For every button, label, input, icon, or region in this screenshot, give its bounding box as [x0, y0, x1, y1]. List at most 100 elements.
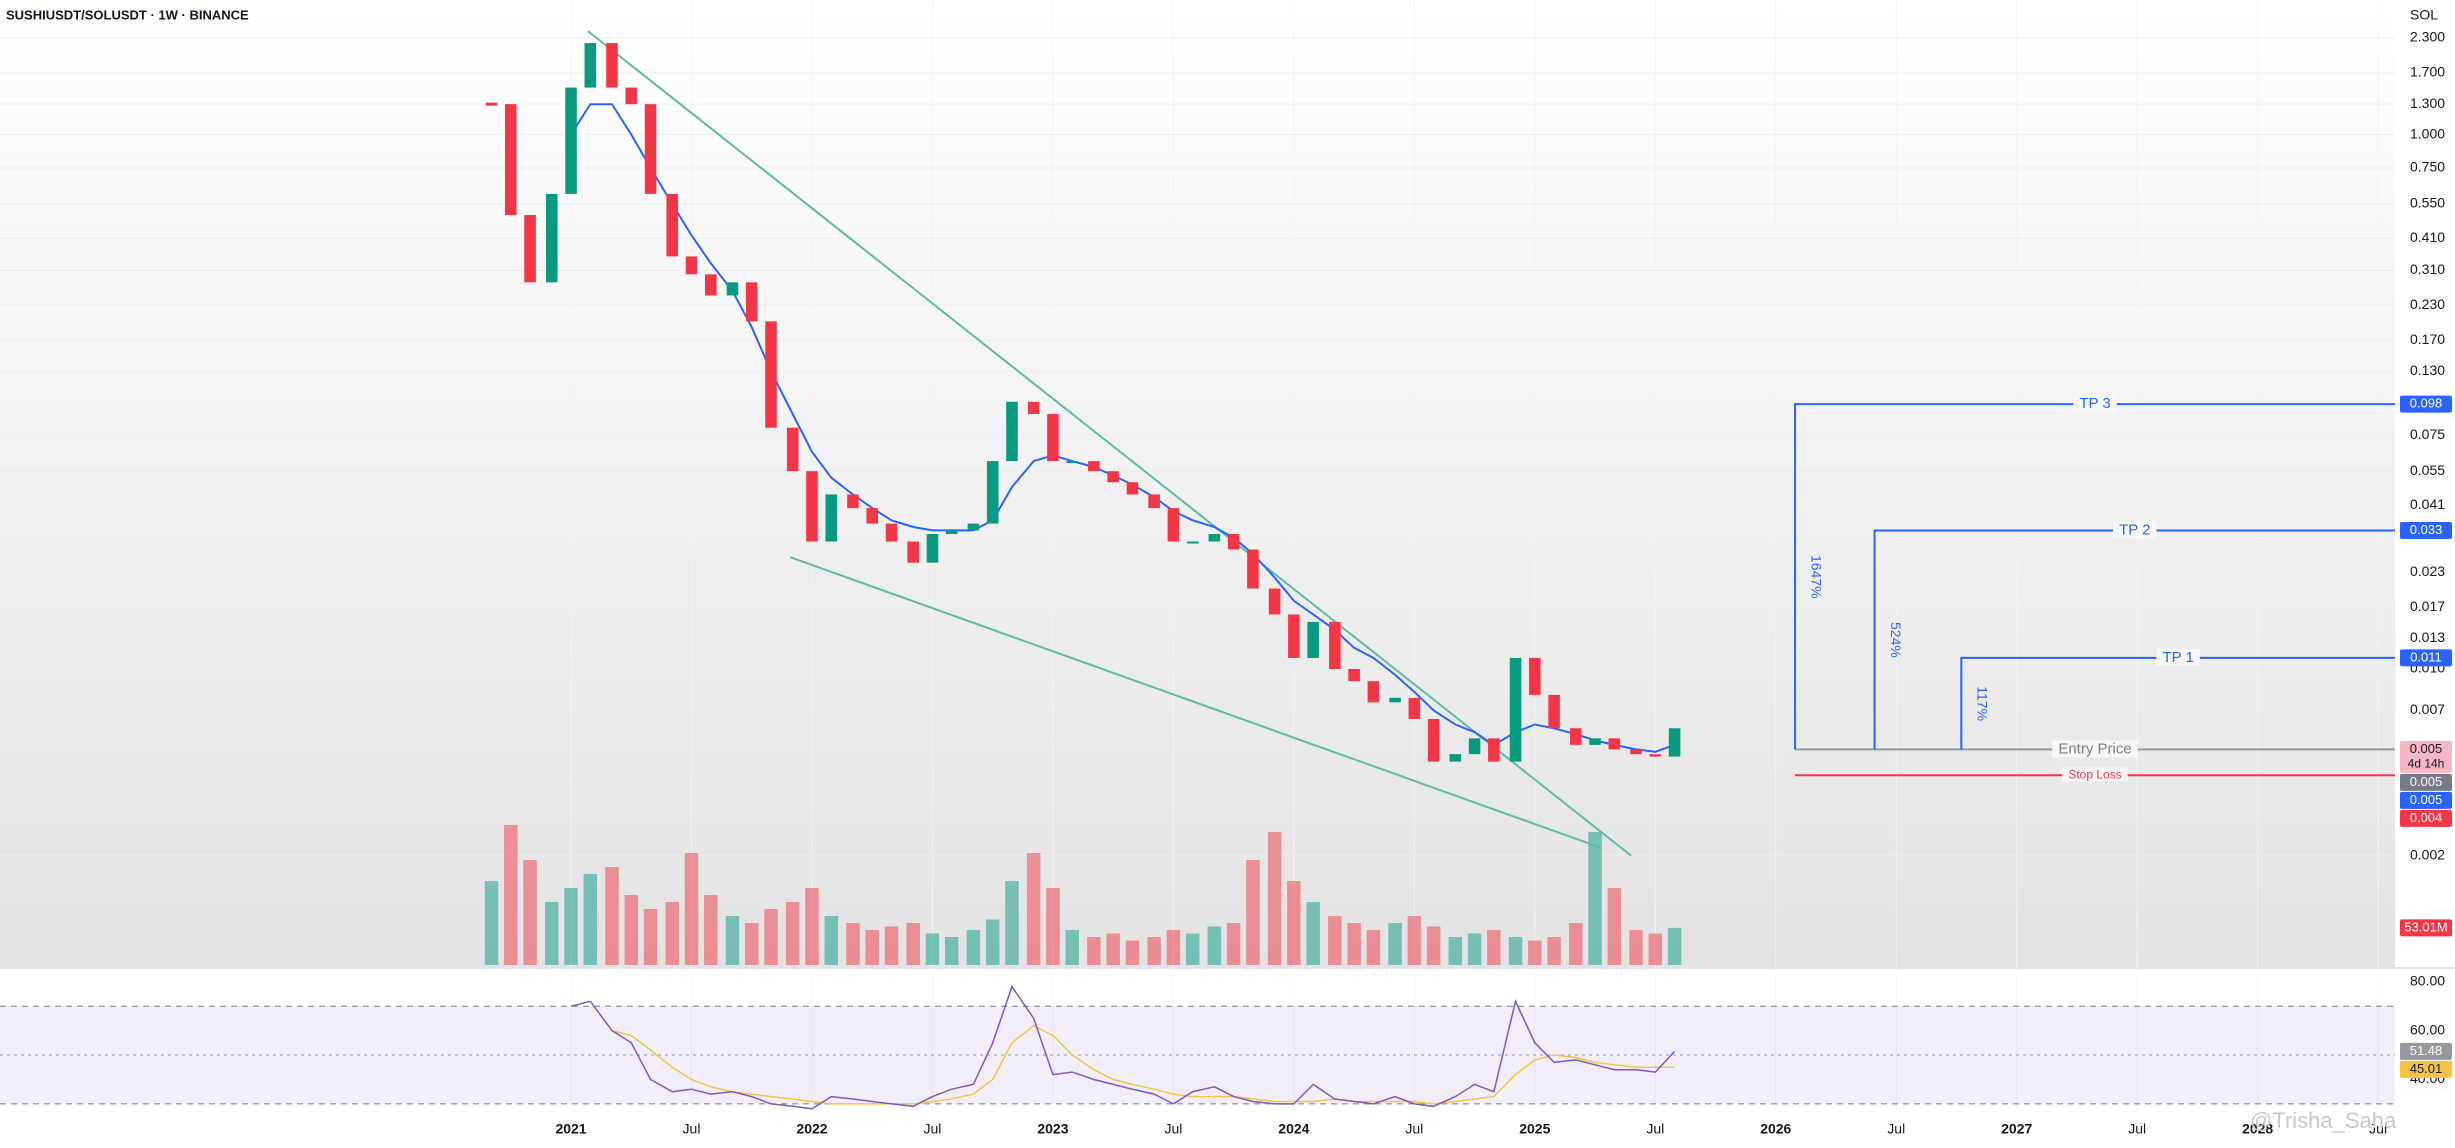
volume-bar [564, 888, 578, 965]
volume-bar [545, 902, 559, 965]
candle-body [1389, 697, 1401, 703]
candle-body [847, 494, 859, 509]
candle-body [666, 193, 679, 257]
volume-bar [1005, 881, 1019, 965]
volume-bar [745, 923, 759, 965]
volume-bar [966, 930, 981, 965]
volume-bar [1246, 860, 1260, 965]
volume-tag: 53.01M [2404, 919, 2447, 934]
price-tag: 0.004 [2410, 810, 2443, 825]
x-tick-label: Jul [1646, 1121, 1664, 1137]
target-label-bg [2113, 521, 2157, 539]
volume-bar [665, 902, 679, 965]
stop-label: Stop Loss [2068, 767, 2121, 781]
candle-body [745, 282, 758, 322]
y-tick-label: 0.055 [2410, 462, 2445, 478]
candle-body [1668, 728, 1681, 757]
volume-bar [1347, 923, 1361, 965]
y-tick-label: 1.000 [2410, 125, 2445, 141]
candle-body [1247, 549, 1259, 589]
y-tick-label: 0.230 [2410, 296, 2445, 312]
candle-body [1529, 657, 1541, 695]
y-tick-label: 0.410 [2410, 229, 2445, 245]
candle-body [786, 427, 799, 472]
volume-bar [985, 919, 1000, 965]
chart-title: SUSHIUSDT/SOLUSDT · 1W · BINANCE [6, 7, 249, 22]
price-tag-bg [2400, 773, 2452, 791]
target-percent: 1647% [1808, 555, 1824, 599]
candle-body [866, 508, 879, 524]
volume-tag-bg [2400, 919, 2452, 937]
volume-bar [643, 909, 658, 965]
volume-bar [624, 895, 639, 965]
price-tag-note: 4d 14h [2408, 757, 2445, 771]
target-line [1794, 403, 2395, 750]
volume-bar [1648, 933, 1663, 965]
candle-body [1307, 621, 1319, 658]
candle-body [1088, 461, 1100, 472]
target-percent: 117% [1975, 686, 1991, 721]
volume-bar [704, 895, 718, 965]
candle-body [1408, 697, 1421, 719]
rsi-tick-label: 60.00 [2410, 1021, 2445, 1037]
candle-body [1427, 718, 1440, 762]
candle-body [926, 534, 939, 563]
volume-bar [523, 860, 537, 965]
price-tag: 0.005 [2410, 741, 2443, 756]
y-tick-label: 0.550 [2410, 195, 2445, 211]
candle-body [806, 471, 818, 542]
price-tag: 0.005 [2410, 774, 2443, 789]
volume-bar [884, 926, 899, 965]
candle-body [885, 523, 898, 542]
volume-bar [1547, 937, 1561, 965]
candle-body [1027, 401, 1040, 415]
trendline [587, 30, 1632, 857]
rsi-ma-line [611, 1024, 1675, 1105]
price-tag-bg [2400, 809, 2452, 827]
candle-body [1509, 657, 1522, 762]
volume-bar [684, 853, 699, 965]
volume-bar [785, 902, 800, 965]
volume-bar [865, 930, 879, 965]
candle-body [685, 256, 698, 275]
target-label-bg [2156, 648, 2200, 666]
x-tick-label: Jul [1405, 1121, 1423, 1137]
x-tick-label: Jul [2369, 1121, 2387, 1137]
volume-bar [805, 888, 819, 965]
x-tick-label: 2023 [1037, 1121, 1068, 1137]
candle-body [1329, 621, 1341, 669]
candle-body [1047, 414, 1059, 462]
rsi-tag: 45.01 [2410, 1061, 2443, 1076]
target-label-bg [2073, 395, 2117, 413]
price-tag-bg [2400, 649, 2452, 667]
volume-bar [1267, 832, 1282, 965]
candle-body [1167, 508, 1180, 542]
volume-bar [1147, 937, 1161, 965]
target-line [1873, 529, 2395, 750]
volume-bar [1306, 902, 1320, 965]
y-tick-label: 0.130 [2410, 362, 2445, 378]
candle-body [945, 530, 958, 535]
entry-label-bg [2052, 740, 2138, 758]
volume-bar [1226, 923, 1241, 965]
x-tick-label: 2022 [796, 1121, 827, 1137]
volume-bar [1166, 930, 1181, 965]
candle-body [545, 193, 558, 283]
price-tag: 0.033 [2410, 522, 2443, 537]
y-tick-label: 0.002 [2410, 846, 2445, 862]
target-label: TP 2 [2119, 521, 2150, 538]
volume-bar [1607, 888, 1622, 965]
candle-body [1066, 461, 1078, 464]
price-tag: 0.011 [2410, 649, 2442, 664]
rsi-line [570, 985, 1676, 1110]
x-tick-label: 2027 [2001, 1121, 2032, 1137]
rsi-tag-bg [2400, 1042, 2452, 1060]
volume-bar [1106, 933, 1120, 965]
candle-body [1570, 728, 1582, 745]
price-tag-bg [2400, 791, 2452, 809]
volume-bar [725, 916, 740, 965]
x-tick-label: Jul [924, 1121, 942, 1137]
volume-bar [764, 909, 778, 965]
